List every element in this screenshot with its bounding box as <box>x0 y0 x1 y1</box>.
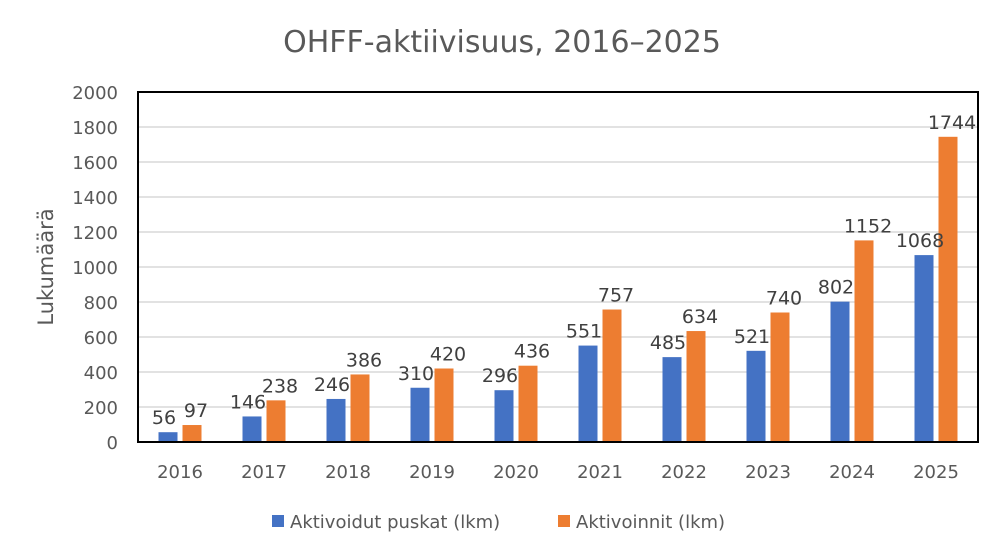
data-label: 146 <box>230 391 266 413</box>
data-label: 634 <box>682 306 718 328</box>
legend-label: Aktivoinnit (lkm) <box>576 512 725 533</box>
x-tick-label: 2023 <box>745 462 791 483</box>
bar-aktivoidut-puskat-2017 <box>242 416 262 442</box>
data-label: 386 <box>346 349 382 371</box>
bar-aktivoidut-puskat-2022 <box>662 357 682 442</box>
bar-aktivoinnit-2019 <box>434 368 454 442</box>
plot-area-border <box>137 91 979 443</box>
legend-label: Aktivoidut puskat (lkm) <box>290 512 500 533</box>
data-label: 757 <box>598 285 634 307</box>
bar-aktivoinnit-2017 <box>266 400 286 442</box>
data-label: 1068 <box>896 230 944 252</box>
data-label: 296 <box>482 365 518 387</box>
y-axis-label: Lukumäärä <box>34 208 58 325</box>
x-tick-label: 2025 <box>913 462 959 483</box>
data-label: 436 <box>514 341 550 363</box>
bar-aktivoinnit-2020 <box>518 365 538 442</box>
data-label: 56 <box>152 407 176 429</box>
chart-title: OHFF-aktiivisuus, 2016–2025 <box>283 25 721 60</box>
data-label: 420 <box>430 344 466 366</box>
y-tick-label: 800 <box>84 293 118 314</box>
x-tick-label: 2020 <box>493 462 539 483</box>
bar-aktivoidut-puskat-2019 <box>410 387 430 442</box>
y-tick-label: 200 <box>84 398 118 419</box>
x-tick-label: 2016 <box>157 462 203 483</box>
bar-aktivoidut-puskat-2023 <box>746 350 766 442</box>
data-label: 246 <box>314 374 350 396</box>
y-tick-label: 400 <box>84 363 118 384</box>
data-label: 521 <box>734 326 770 348</box>
bar-aktivoidut-puskat-2020 <box>494 390 514 442</box>
bar-aktivoidut-puskat-2024 <box>830 301 850 442</box>
y-tick-label: 2000 <box>72 83 118 104</box>
bar-aktivoinnit-2016 <box>182 425 202 442</box>
bar-aktivoinnit-2024 <box>854 240 874 442</box>
data-label: 485 <box>650 332 686 354</box>
x-tick-label: 2022 <box>661 462 707 483</box>
data-label: 1152 <box>844 215 892 237</box>
y-tick-label: 1400 <box>72 188 118 209</box>
y-tick-label: 1000 <box>72 258 118 279</box>
x-tick-label: 2019 <box>409 462 455 483</box>
data-label: 97 <box>184 400 208 422</box>
y-tick-label: 600 <box>84 328 118 349</box>
x-tick-label: 2024 <box>829 462 875 483</box>
bar-aktivoidut-puskat-2025 <box>914 255 934 442</box>
data-label: 802 <box>818 277 854 299</box>
legend-swatch <box>558 515 570 527</box>
y-tick-label: 1800 <box>72 118 118 139</box>
x-tick-label: 2017 <box>241 462 287 483</box>
data-label: 551 <box>566 321 602 343</box>
y-tick-label: 1600 <box>72 153 118 174</box>
x-tick-label: 2018 <box>325 462 371 483</box>
bar-aktivoinnit-2021 <box>602 309 622 442</box>
bar-aktivoidut-puskat-2021 <box>578 345 598 442</box>
y-tick-label: 1200 <box>72 223 118 244</box>
bar-aktivoinnit-2018 <box>350 374 370 442</box>
bar-aktivoidut-puskat-2018 <box>326 398 346 442</box>
data-label: 238 <box>262 375 298 397</box>
bar-aktivoinnit-2022 <box>686 331 706 442</box>
data-label: 740 <box>766 288 802 310</box>
y-tick-label: 0 <box>107 433 118 454</box>
bar-aktivoidut-puskat-2016 <box>158 432 178 442</box>
data-label: 310 <box>398 363 434 385</box>
legend-swatch <box>272 515 284 527</box>
bar-aktivoinnit-2023 <box>770 312 790 442</box>
bar-aktivoinnit-2025 <box>938 136 958 443</box>
data-label: 1744 <box>928 112 976 134</box>
x-tick-label: 2021 <box>577 462 623 483</box>
